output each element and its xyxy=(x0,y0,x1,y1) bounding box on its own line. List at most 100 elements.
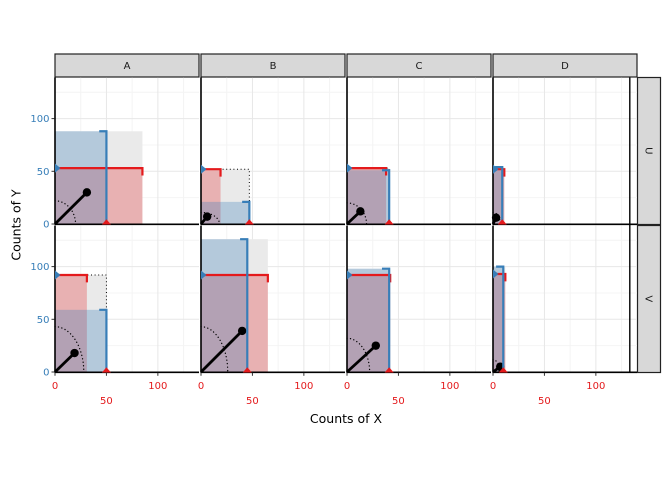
blue-axis-triangle xyxy=(201,270,207,280)
x-tick-label: 100 xyxy=(148,381,167,392)
blue-bracket xyxy=(240,238,249,372)
x-tick-label: 50 xyxy=(538,396,551,407)
blue-rect xyxy=(201,239,248,372)
blue-bracket xyxy=(99,130,108,224)
red-bracket xyxy=(201,273,269,283)
red-bracket xyxy=(55,167,144,176)
pink-rect xyxy=(201,169,221,224)
dotted-arc xyxy=(346,202,368,225)
x-tick-label: 100 xyxy=(294,381,313,392)
red-axis-triangle xyxy=(384,367,394,373)
x-tick-label: 0 xyxy=(198,381,204,392)
blue-rect xyxy=(55,309,107,372)
facet-strip-label: D xyxy=(561,61,569,72)
red-axis-triangle xyxy=(497,219,507,225)
panel-C-V xyxy=(346,225,491,374)
red-bracket xyxy=(201,168,222,177)
y-tick-label: 100 xyxy=(30,114,49,125)
blue-axis-triangle xyxy=(55,270,61,280)
dotted-arc xyxy=(200,326,229,373)
blue-rect xyxy=(493,167,503,224)
blue-axis-triangle xyxy=(55,163,61,173)
mean-point xyxy=(202,212,212,221)
panel-A-U xyxy=(54,77,199,226)
mean-point xyxy=(356,207,365,216)
blue-rect xyxy=(201,201,250,224)
blue-axis-triangle xyxy=(201,164,207,174)
y-tick-label: 0 xyxy=(43,220,49,231)
axes: 0 100 50 0 100 50 0 100 50 0 100 50 0 50 100 0 50 100 xyxy=(30,114,605,407)
facet-strip-B: B xyxy=(200,53,346,78)
panel-B-V xyxy=(200,225,345,374)
x-tick-label: 50 xyxy=(392,396,405,407)
red-axis-triangle xyxy=(101,219,111,225)
facet-strip-U: U xyxy=(636,76,662,226)
x-tick-label: 50 xyxy=(100,396,113,407)
x-tick-label: 0 xyxy=(52,381,58,392)
blue-rect xyxy=(493,266,504,372)
red-axis-triangle xyxy=(384,219,394,225)
pink-rect xyxy=(347,168,387,224)
blue-rect xyxy=(55,131,107,224)
x-tick-label: 100 xyxy=(586,381,605,392)
mean-point xyxy=(70,348,79,358)
panel-B-U xyxy=(199,77,345,226)
facet-strip-C: C xyxy=(346,53,492,78)
red-axis-triangle xyxy=(242,367,252,373)
blue-rect xyxy=(347,170,390,224)
panel-D-V xyxy=(492,225,637,374)
mean-point xyxy=(491,213,501,222)
x-tick-label: 50 xyxy=(246,396,259,407)
mean-point xyxy=(82,188,92,197)
facet-strip-V: V xyxy=(636,224,662,374)
red-bracket xyxy=(55,273,88,283)
blue-bracket xyxy=(99,308,108,372)
panel-C-U xyxy=(346,77,491,226)
origin-segment xyxy=(54,191,88,225)
facet-strip-label: U xyxy=(643,147,654,154)
panel-D-U xyxy=(491,77,637,226)
red-axis-triangle xyxy=(244,219,254,225)
origin-segment xyxy=(54,352,76,374)
mean-point xyxy=(237,326,247,336)
facet-strip-label: C xyxy=(416,61,423,72)
y-tick-label: 50 xyxy=(37,167,50,178)
red-axis-triangle xyxy=(498,367,508,373)
facet-strip-label: B xyxy=(270,61,277,72)
origin-segment xyxy=(200,329,244,373)
x-tick-label: 100 xyxy=(440,381,459,392)
blue-bracket xyxy=(381,267,391,372)
red-axis-triangle xyxy=(101,367,111,373)
y-tick-label: 50 xyxy=(37,315,50,326)
facet-strip-label: V xyxy=(643,295,654,302)
y-axis-title: Counts of Y xyxy=(8,189,24,261)
facet-strip-box xyxy=(636,76,662,226)
facet-strip-D: D xyxy=(492,53,638,78)
red-bracket xyxy=(347,167,388,176)
facet-strip-box xyxy=(200,53,346,78)
dotted-arc xyxy=(346,337,371,373)
y-tick-label: 100 xyxy=(30,262,49,273)
blue-bracket xyxy=(381,169,391,224)
y-tick-label: 0 xyxy=(43,368,49,379)
pink-rect xyxy=(201,275,268,372)
x-tick-label: 0 xyxy=(490,381,496,392)
facet-strip-A: A xyxy=(54,53,200,78)
dotted-arc xyxy=(54,200,77,225)
blue-bracket xyxy=(242,200,251,224)
dotted-rect xyxy=(492,273,504,373)
blue-axis-triangle xyxy=(347,163,353,173)
facet-strip-box xyxy=(636,224,662,374)
pink-rect xyxy=(493,169,505,224)
blue-axis-triangle xyxy=(347,270,353,280)
x-axis-title: Counts of X xyxy=(309,411,383,426)
pink-rect xyxy=(347,275,391,372)
blue-rect xyxy=(347,268,390,372)
blue-axis-triangle xyxy=(493,269,499,279)
facet-strip-label: A xyxy=(124,61,131,72)
origin-segment xyxy=(346,344,377,374)
facet-strip-box xyxy=(54,53,200,78)
dotted-arc xyxy=(200,211,221,225)
